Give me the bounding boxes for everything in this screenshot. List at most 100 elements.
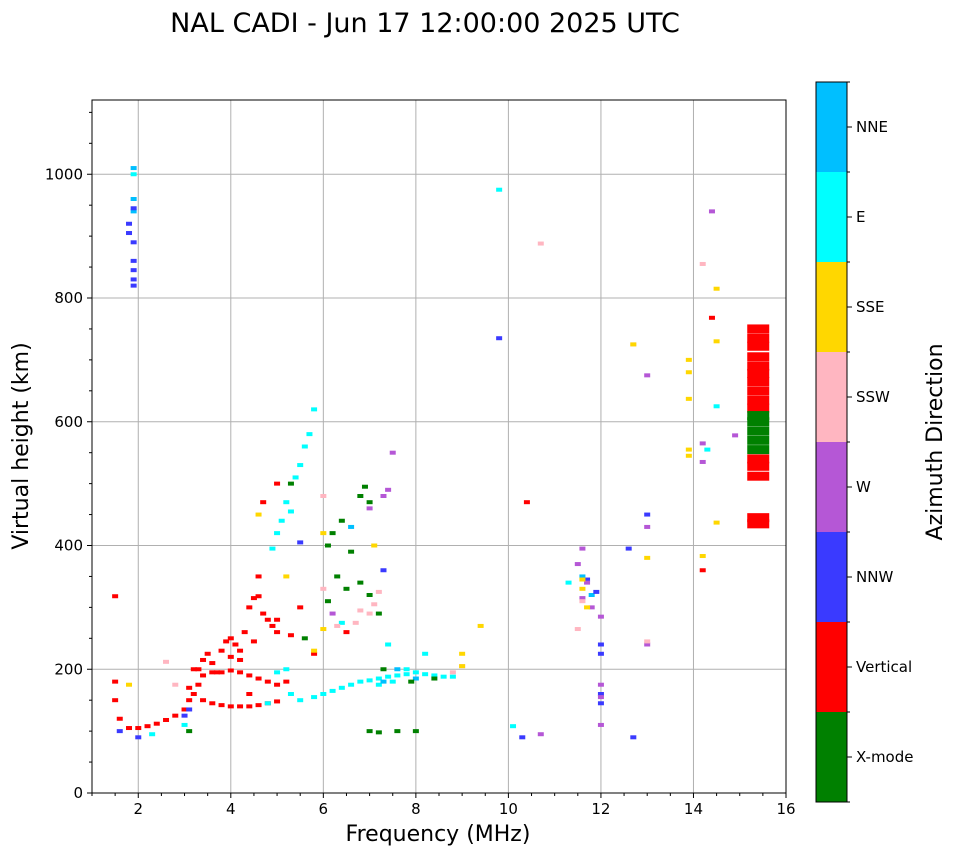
data-point [366, 729, 373, 734]
data-point [593, 589, 600, 594]
data-point [747, 513, 770, 523]
data-point [699, 459, 706, 464]
y-axis-label: Virtual height (km) [9, 342, 34, 549]
data-point [237, 670, 244, 675]
colorbar-segment [816, 262, 847, 352]
data-point [269, 546, 276, 551]
data-point [338, 620, 345, 625]
x-tick-label: 6 [319, 800, 329, 818]
data-point [565, 580, 572, 585]
data-point [181, 722, 188, 727]
data-point [747, 333, 770, 343]
data-point [274, 670, 281, 675]
data-point [237, 704, 244, 709]
data-point [237, 657, 244, 662]
data-point [389, 679, 396, 684]
data-point [283, 574, 290, 579]
data-point [130, 283, 137, 288]
data-point [366, 500, 373, 505]
data-point [747, 454, 770, 464]
data-point [685, 370, 692, 375]
data-point [130, 206, 137, 211]
data-point [747, 395, 770, 405]
data-point [260, 611, 267, 616]
data-point [301, 636, 308, 641]
data-point [287, 481, 294, 486]
data-point [385, 642, 392, 647]
data-point [255, 703, 262, 708]
data-point [130, 172, 137, 177]
x-tick-label: 10 [499, 800, 518, 818]
data-point [195, 667, 202, 672]
colorbar-tick-label: NNW [856, 568, 893, 586]
data-point [274, 617, 281, 622]
data-point [264, 701, 271, 706]
data-point [422, 651, 429, 656]
data-point [747, 352, 770, 362]
data-point [283, 500, 290, 505]
data-point [255, 594, 262, 599]
data-point [747, 471, 770, 481]
data-point [246, 673, 253, 678]
data-point [380, 667, 387, 672]
data-point [440, 674, 447, 679]
data-point [574, 562, 581, 567]
data-point [644, 642, 651, 647]
data-point [496, 187, 503, 192]
data-point [278, 518, 285, 523]
data-point [477, 623, 484, 628]
data-point [366, 611, 373, 616]
data-point [579, 577, 586, 582]
data-point [320, 692, 327, 696]
data-point [297, 698, 304, 703]
data-point [163, 717, 170, 722]
data-point [287, 633, 294, 638]
data-point [371, 543, 378, 548]
x-axis-label: Frequency (MHz) [346, 822, 531, 847]
colorbar-label: Azimuth Direction [923, 343, 948, 540]
data-point [126, 682, 133, 687]
data-point [708, 315, 715, 320]
chart-title: NAL CADI - Jun 17 12:00:00 2025 UTC [170, 8, 680, 39]
data-point [292, 475, 299, 480]
data-point [126, 231, 133, 236]
data-point [218, 670, 225, 675]
data-point [227, 636, 234, 641]
data-point [713, 339, 720, 344]
y-tick-label: 0 [73, 784, 83, 802]
data-point [403, 672, 410, 677]
data-point [597, 695, 604, 700]
x-tick-label: 4 [226, 800, 236, 818]
data-point [250, 596, 257, 601]
colorbar-segment [816, 82, 847, 172]
data-point [126, 221, 133, 226]
grid [92, 100, 786, 793]
data-point [747, 386, 770, 396]
data-point [357, 580, 364, 585]
data-point [510, 724, 517, 729]
data-point [747, 435, 770, 445]
data-point [144, 724, 151, 729]
data-point [195, 682, 202, 687]
data-point [371, 602, 378, 607]
colorbar-tick-label: Vertical [856, 658, 912, 676]
data-point [747, 377, 770, 387]
data-point [130, 240, 137, 245]
y-tick-label: 800 [54, 289, 83, 307]
colorbar-tick-label: X-mode [856, 748, 913, 766]
y-tick-label: 1000 [45, 165, 83, 183]
data-point [329, 688, 336, 693]
data-point [283, 679, 290, 684]
data-point [449, 674, 456, 679]
data-point [320, 494, 327, 498]
y-axis-ticks: 0 200 400 600 800 1000 [45, 111, 92, 802]
data-point [130, 197, 137, 201]
data-point [380, 568, 387, 573]
data-point [685, 447, 692, 452]
data-point [200, 698, 207, 703]
data-point [732, 433, 739, 438]
data-point [644, 639, 651, 644]
data-point [260, 500, 267, 505]
data-point [250, 639, 257, 644]
